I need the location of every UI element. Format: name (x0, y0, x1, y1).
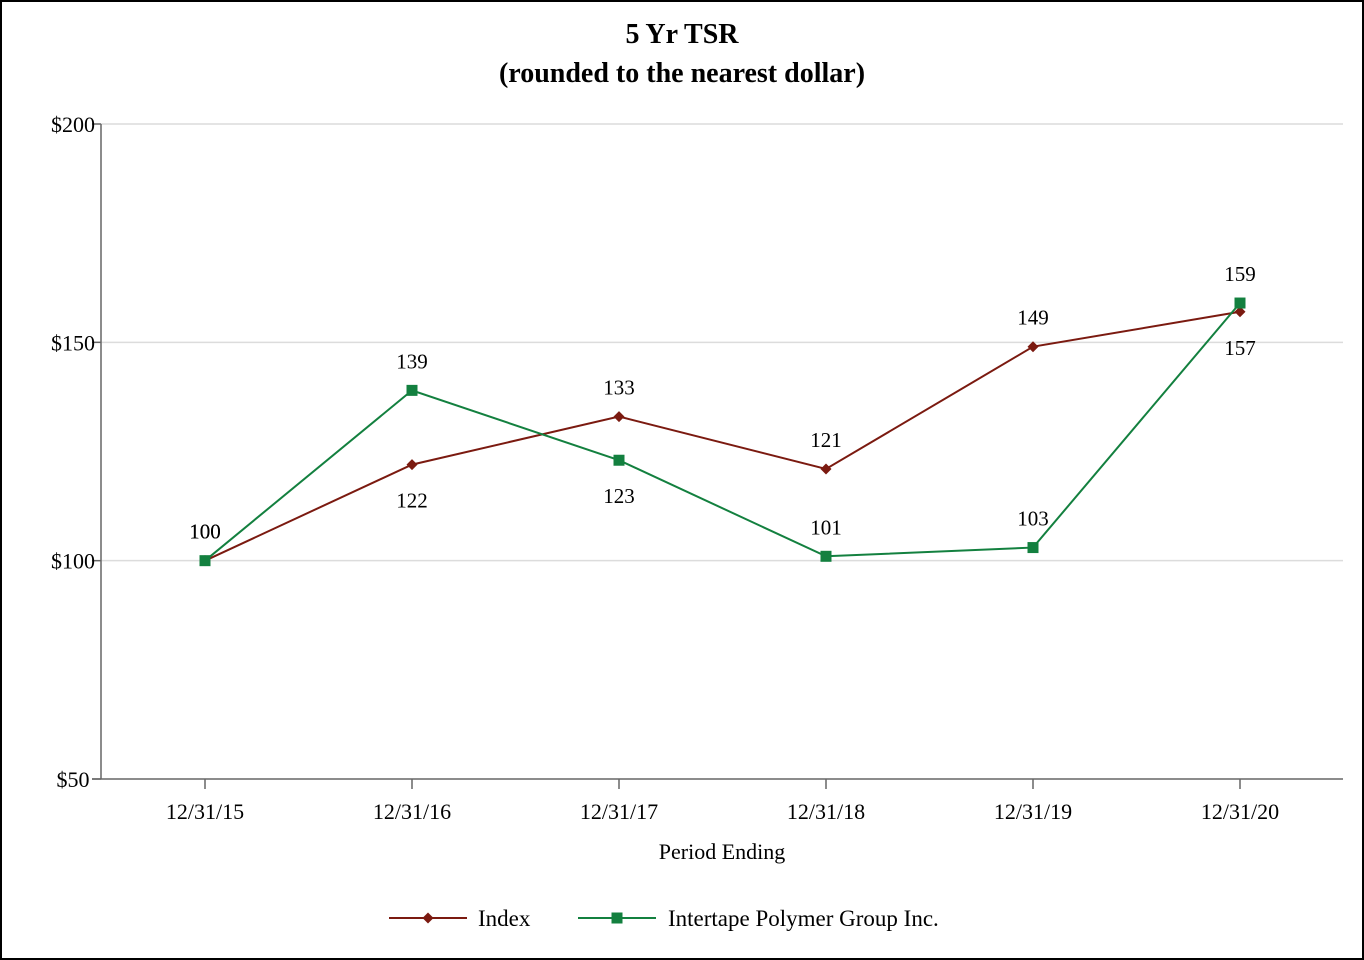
legend-marker (422, 912, 434, 924)
data-point (406, 459, 418, 471)
data-label: 101 (810, 515, 842, 539)
data-label: 122 (396, 489, 428, 513)
data-point (820, 463, 832, 475)
data-point (1234, 297, 1246, 309)
data-point (820, 550, 832, 562)
legend-marker (611, 912, 623, 924)
legend-item-intertape: Intertape Polymer Group Inc. (578, 906, 939, 931)
data-label: 149 (1017, 306, 1049, 330)
data-label: 100 (189, 520, 221, 544)
series-intertape (199, 297, 1246, 567)
series-line (204, 302, 1241, 562)
data-point (406, 384, 418, 396)
y-tick-label: $100 (51, 549, 95, 574)
data-label: 133 (603, 376, 635, 400)
legend-item-index: Index (389, 906, 531, 931)
data-point (199, 555, 211, 567)
legend-label: Intertape Polymer Group Inc. (668, 906, 939, 931)
x-tick-label: 12/31/19 (994, 799, 1072, 824)
chart-subtitle: (rounded to the nearest dollar) (499, 58, 865, 89)
data-point (1027, 341, 1039, 353)
legend-label: Index (478, 906, 531, 931)
x-tick-label: 12/31/20 (1201, 799, 1279, 824)
y-tick-label: $50 (57, 767, 90, 792)
data-label: 123 (603, 484, 635, 508)
data-point (1027, 542, 1039, 554)
x-tick-label: 12/31/16 (373, 799, 451, 824)
data-label: 100 (189, 520, 221, 544)
data-label: 159 (1224, 262, 1256, 286)
gridlines (101, 123, 1343, 562)
y-tick-label: $200 (51, 112, 95, 137)
y-tick-label: $150 (51, 330, 95, 355)
chart-title: 5 Yr TSR (625, 19, 739, 50)
x-tick-label: 12/31/17 (580, 799, 658, 824)
x-axis-label: Period Ending (659, 839, 786, 864)
data-point (613, 411, 625, 423)
data-label: 121 (810, 428, 842, 452)
series-layer (199, 297, 1246, 567)
legend: Index Intertape Polymer Group Inc. (389, 906, 939, 931)
x-tick-label: 12/31/18 (787, 799, 865, 824)
data-label: 157 (1224, 336, 1256, 360)
data-label: 103 (1017, 507, 1049, 531)
data-point (613, 454, 625, 466)
data-point (1234, 306, 1246, 318)
axes: $50 $100 $150 $200 12/31/15 12/31/16 12/31/17 1… (51, 112, 1343, 824)
x-tick-label: 12/31/15 (166, 799, 244, 824)
series-line (204, 310, 1241, 562)
data-label: 139 (396, 349, 428, 373)
